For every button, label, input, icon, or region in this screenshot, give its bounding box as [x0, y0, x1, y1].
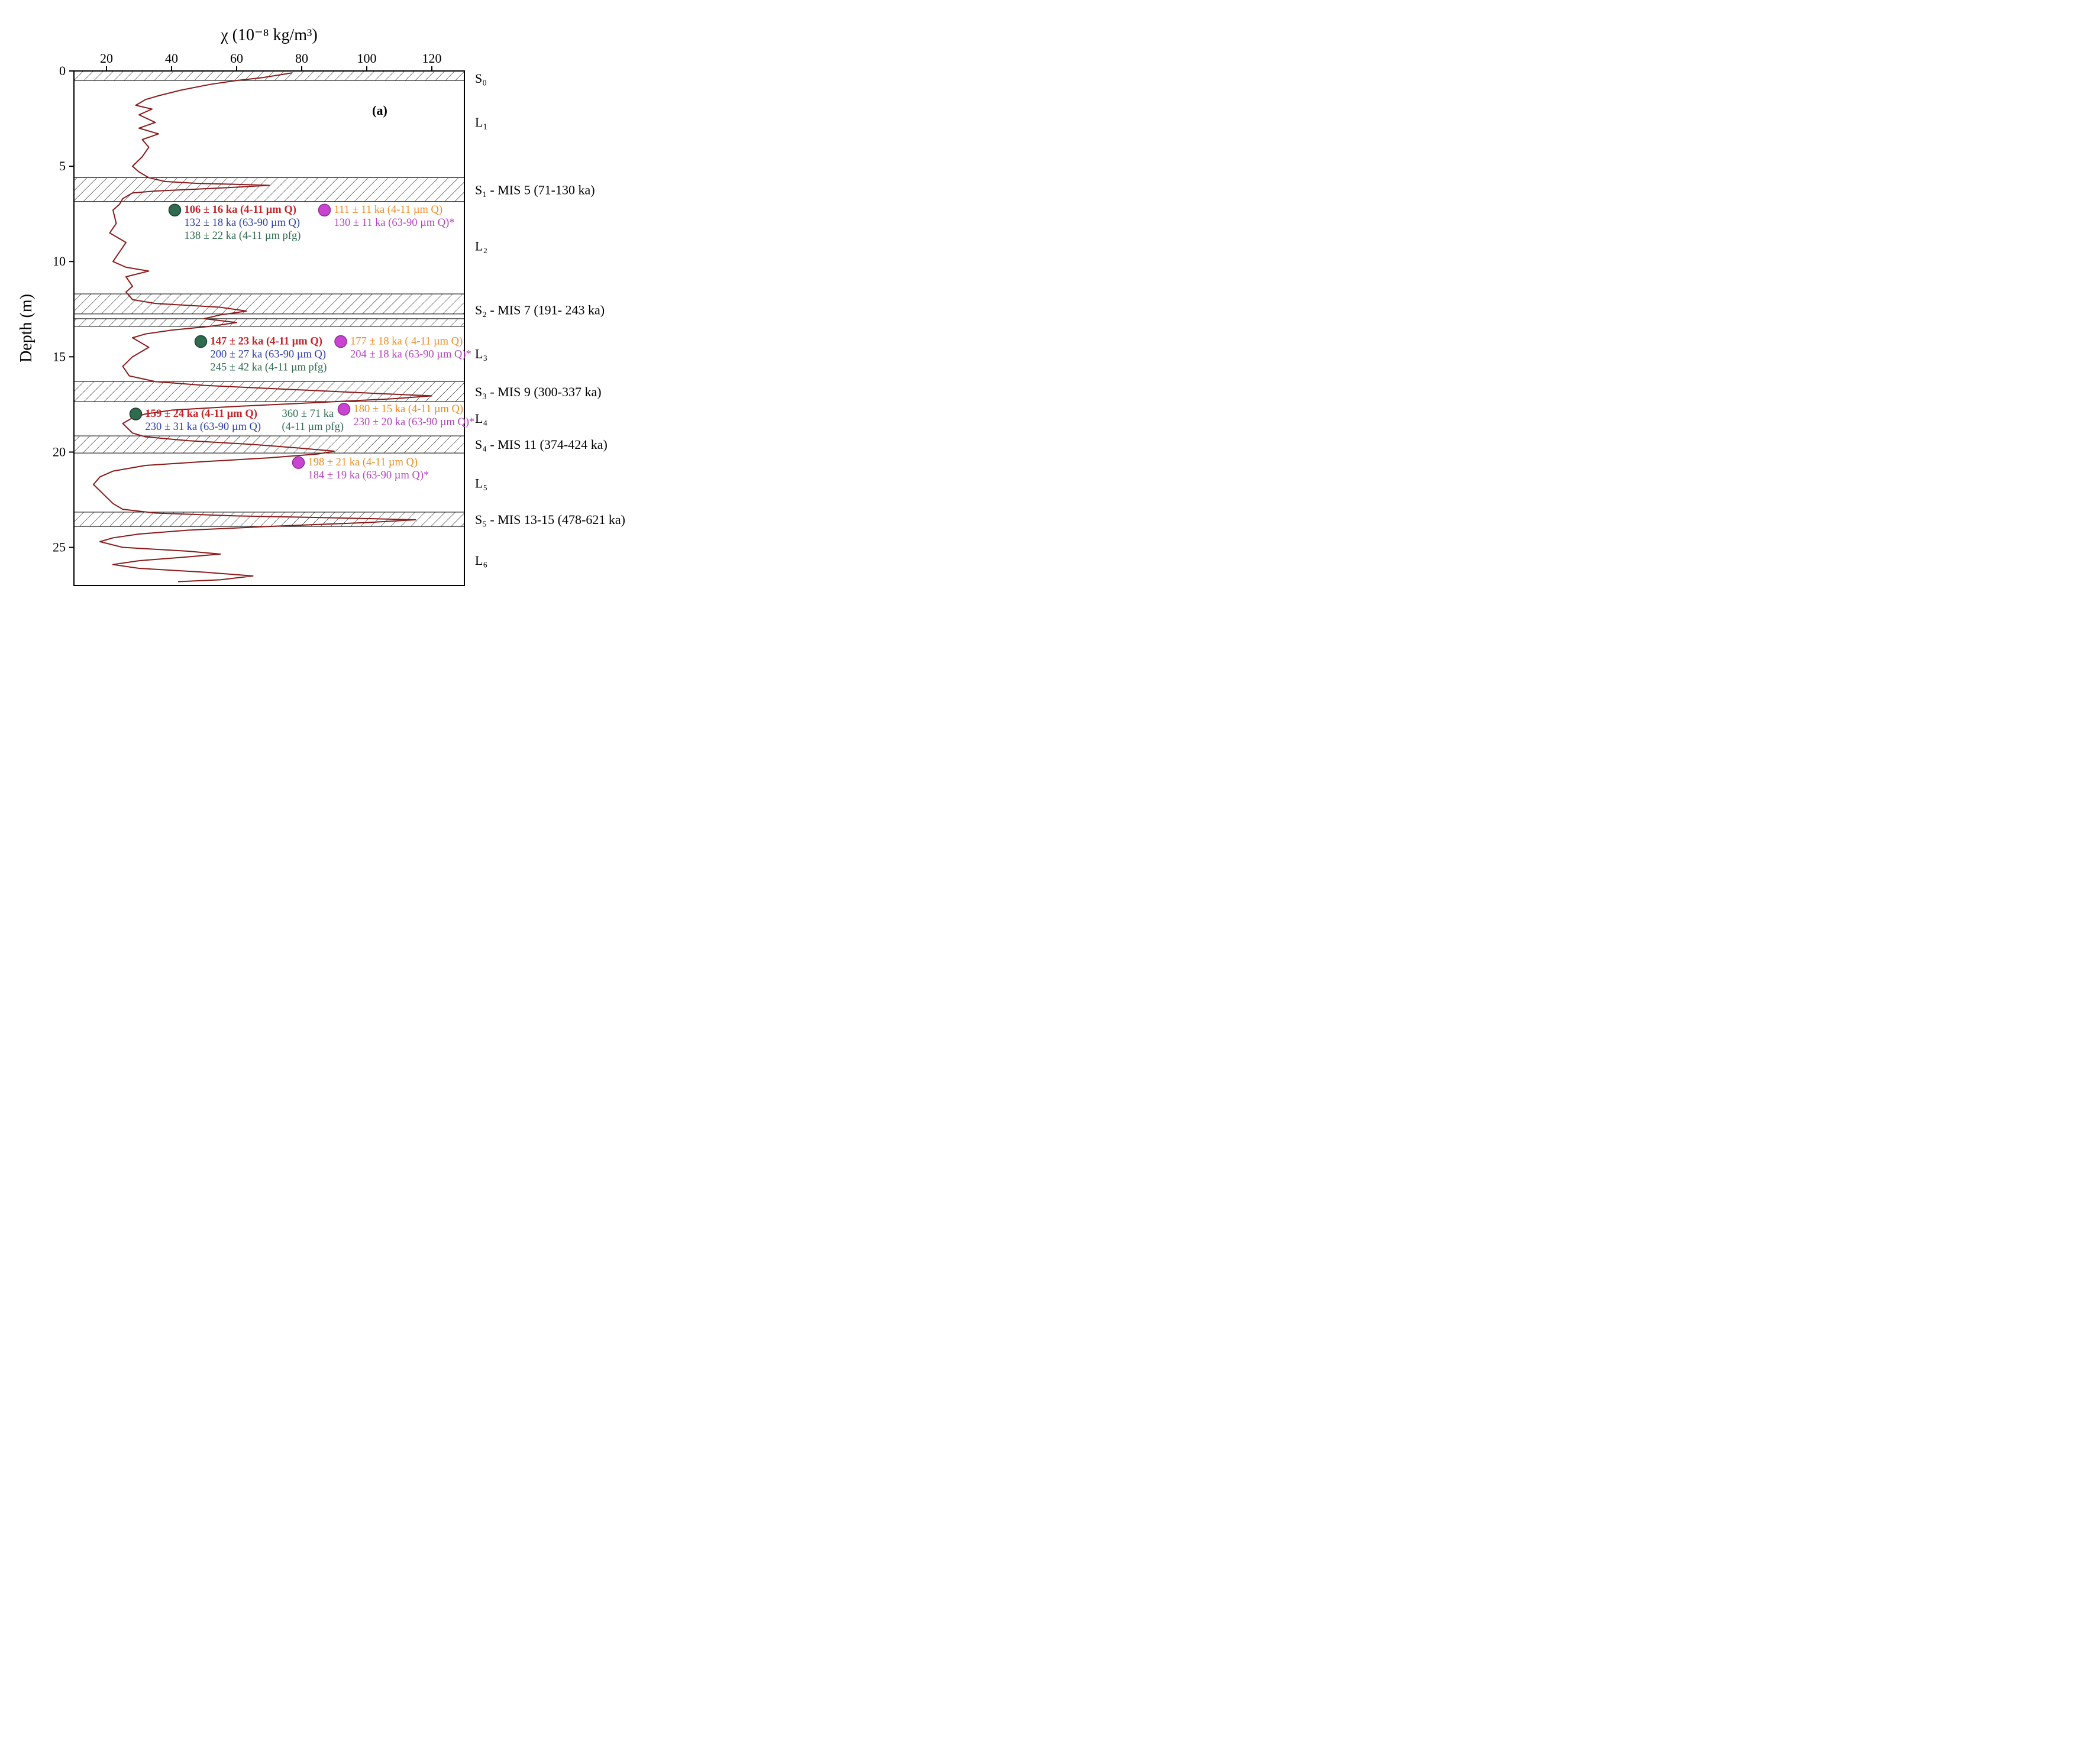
- y-axis-title: Depth (m): [17, 294, 35, 363]
- x-tick-label: 60: [230, 51, 243, 66]
- hatched-band: [74, 71, 464, 80]
- hatched-band: [74, 381, 464, 402]
- y-tick-label: 25: [53, 540, 66, 555]
- x-tick-label: 120: [422, 51, 442, 66]
- x-tick-label: 40: [165, 51, 178, 66]
- age-annotation: 147 ± 23 ka (4-11 µm Q): [211, 336, 322, 348]
- x-tick-label: 20: [100, 51, 113, 66]
- hatched-band: [74, 436, 464, 453]
- sample-marker: [169, 204, 181, 216]
- stratigraphic-label: L₅: [475, 476, 487, 491]
- hatched-band: [74, 294, 464, 314]
- stratigraphic-label: L₄: [475, 411, 487, 426]
- age-annotation: 111 ± 11 ka (4-11 µm Q): [334, 204, 443, 216]
- age-annotation: 130 ± 11 ka (63-90 µm Q)*: [334, 217, 455, 229]
- stratigraphic-label: S₄ - MIS 11 (374-424 ka): [475, 437, 608, 452]
- stratigraphic-label: L₂: [475, 238, 487, 253]
- x-tick-label: 100: [357, 51, 377, 66]
- age-annotation: 177 ± 18 ka ( 4-11 µm Q): [350, 336, 463, 348]
- age-annotation: 360 ± 71 ka: [282, 408, 334, 420]
- stratigraphic-label: S₅ - MIS 13-15 (478-621 ka): [475, 512, 625, 527]
- hatched-band: [74, 319, 464, 326]
- age-annotation: 230 ± 31 ka (63-90 µm Q): [146, 421, 261, 433]
- plot-frame: [74, 71, 464, 585]
- age-annotation: 184 ± 19 ka (63-90 µm Q)*: [308, 470, 429, 481]
- age-annotation: 138 ± 22 ka (4-11 µm pfg): [185, 230, 301, 242]
- x-axis-title: χ (10⁻⁸ kg/m³): [220, 26, 318, 44]
- age-annotation: 200 ± 27 ka (63-90 µm Q): [211, 349, 327, 361]
- stratigraphic-label: S₀: [475, 71, 487, 86]
- stratigraphic-label: S₂ - MIS 7 (191- 243 ka): [475, 302, 605, 317]
- age-annotation: 159 ± 24 ka (4-11 µm Q): [146, 408, 257, 420]
- age-annotation: (4-11 µm pfg): [282, 421, 344, 433]
- panel-label: (a): [372, 103, 387, 118]
- chart-container: 20 40 60 80 100 120 χ (10⁻⁸ kg/m³) 0 5 10 15 20 25 De…: [12, 12, 722, 602]
- x-tick-label: 80: [295, 51, 308, 66]
- age-annotation: 180 ± 15 ka (4-11 µm Q): [354, 403, 464, 415]
- y-tick-label: 0: [59, 63, 66, 78]
- sample-marker: [335, 336, 347, 348]
- stratigraphic-label: S₃ - MIS 9 (300-337 ka): [475, 384, 602, 399]
- age-annotation: 245 ± 42 ka (4-11 µm pfg): [211, 362, 327, 374]
- sample-marker: [130, 408, 142, 420]
- y-tick-label: 10: [53, 254, 66, 268]
- sample-marker: [319, 204, 331, 216]
- sample-marker: [293, 457, 305, 468]
- y-tick-label: 5: [59, 158, 66, 173]
- stratigraphic-label: L₆: [475, 553, 487, 568]
- sample-marker: [338, 403, 350, 415]
- hatched-band: [74, 177, 464, 201]
- magnetic-susceptibility-series: [93, 73, 432, 581]
- age-annotation: 230 ± 20 ka (63-90 µm Q)*: [354, 416, 475, 428]
- sample-marker: [195, 336, 207, 348]
- age-annotation: 204 ± 18 ka (63-90 µm Q)*: [350, 349, 471, 361]
- stratigraphic-label: L₁: [475, 115, 487, 130]
- chart-svg: 20 40 60 80 100 120 χ (10⁻⁸ kg/m³) 0 5 10 15 20 25 De…: [12, 12, 722, 602]
- age-annotation: 132 ± 18 ka (63-90 µm Q): [185, 217, 301, 229]
- stratigraphic-label: L₃: [475, 347, 487, 361]
- y-tick-label: 20: [53, 444, 66, 459]
- age-annotation: 106 ± 16 ka (4-11 µm Q): [185, 204, 296, 216]
- y-tick-label: 15: [53, 349, 66, 364]
- age-annotation: 198 ± 21 ka (4-11 µm Q): [308, 457, 418, 468]
- stratigraphic-label: S₁ - MIS 5 (71-130 ka): [475, 182, 595, 197]
